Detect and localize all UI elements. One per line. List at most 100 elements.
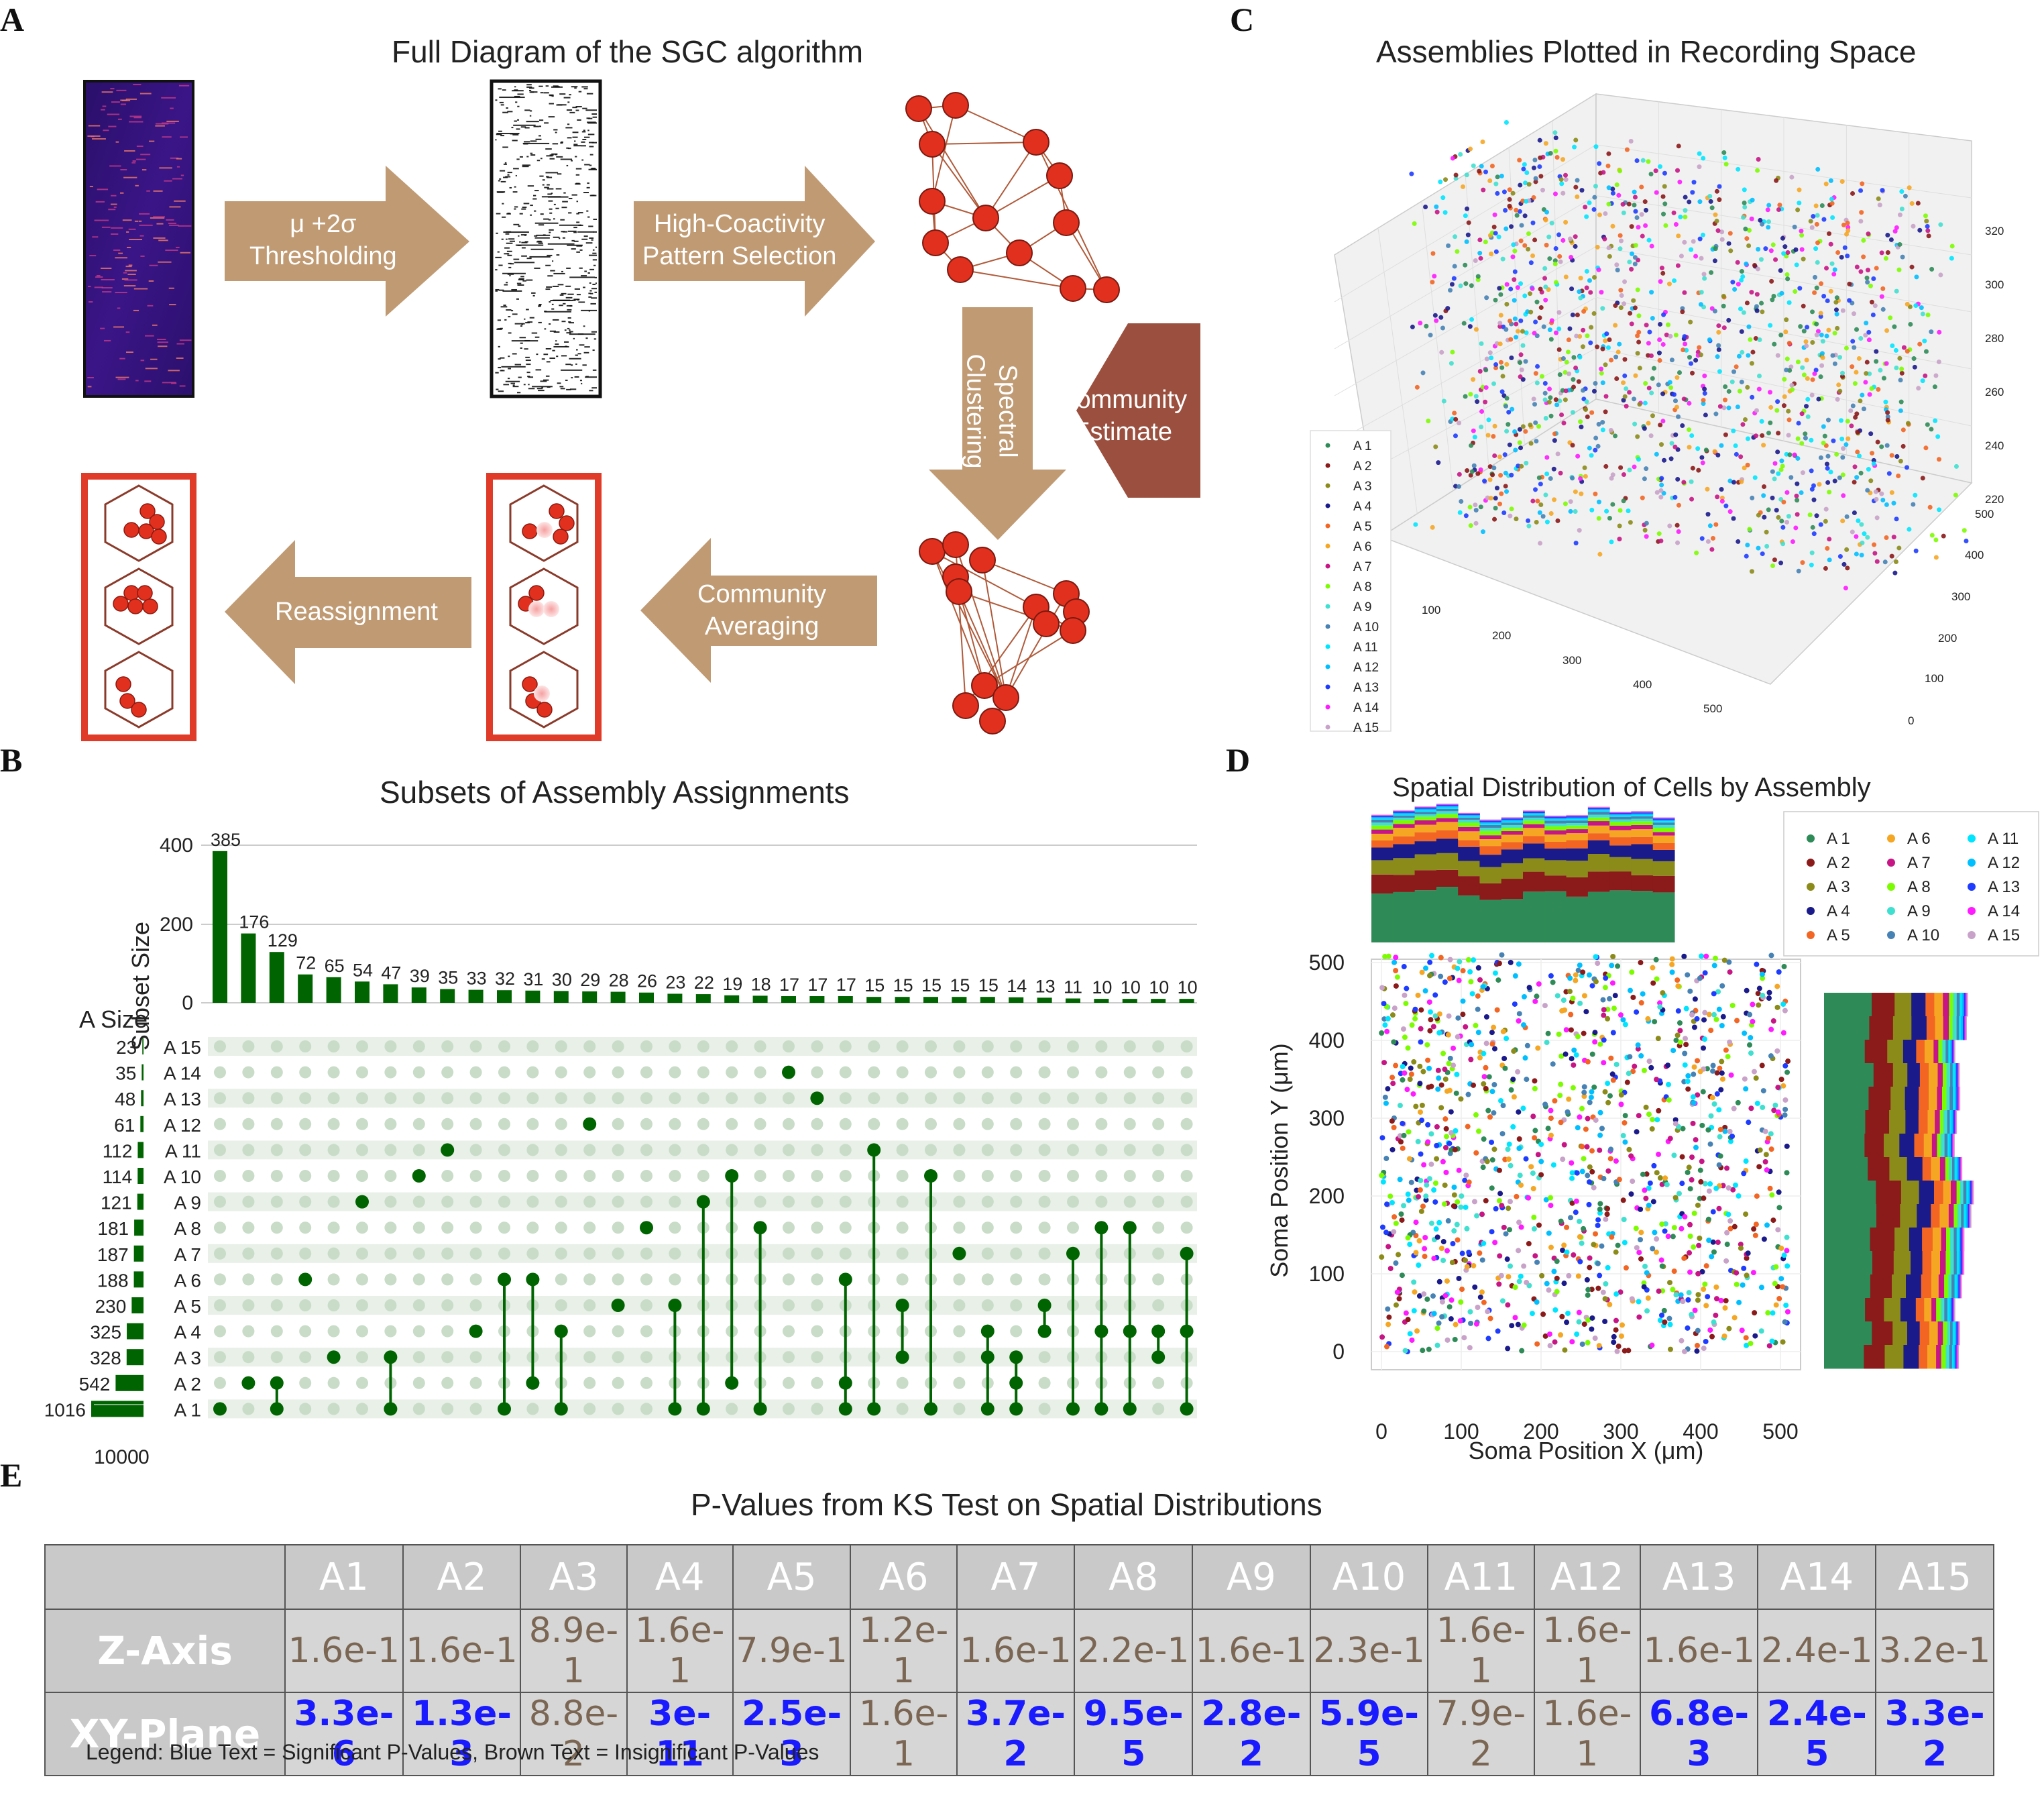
x-tick: 300 [1563, 654, 1581, 667]
subset-bar [639, 992, 654, 1003]
column-header-a14: A14 [1757, 1544, 1877, 1610]
subset-bar [1009, 997, 1024, 1003]
subset-bar-label: 29 [580, 970, 600, 990]
membership-dot [355, 1195, 369, 1209]
pvalue-header-row: A1 A2 A3 A4 A5 A6 A7 A8 A9 A10 A11 A12 A13 A14 A15 [44, 1544, 1994, 1610]
subset-bar [440, 989, 455, 1003]
membership-dot [498, 1272, 511, 1287]
legend-item: A 9 [1907, 902, 1931, 920]
membership-dot [1066, 1246, 1080, 1260]
column-header-a8: A8 [1074, 1544, 1194, 1610]
y-tick: 200 [1309, 1184, 1345, 1208]
pvalue-cell: 9.5e-5 [1074, 1692, 1194, 1776]
assembly-size-bar [140, 1116, 144, 1132]
pvalue-row-z-axis: Z-Axis 1.6e-1 1.6e-1 8.9e-1 1.6e-1 7.9e-1 1.2e… [44, 1609, 1994, 1693]
pvalue-row-xy-plane: XY-Plane 3.3e-6 1.3e-3 8.8e-2 3e-11 2.5e-3 1.6… [44, 1692, 1994, 1776]
subset-bar [326, 977, 341, 1003]
pvalue-cell: 6.8e-3 [1639, 1692, 1759, 1776]
legend-item: A 6 [1907, 830, 1931, 848]
assembly-size-bar [142, 1038, 144, 1054]
subset-bar [1094, 999, 1109, 1003]
assembly-size-bar [137, 1168, 144, 1184]
subset-bar [468, 989, 484, 1003]
membership-dot [782, 1065, 795, 1079]
panel-letter-a: A [0, 1, 25, 38]
assembly-size-bar [127, 1323, 144, 1340]
legend-item: A 6 [1353, 540, 1371, 554]
membership-dot [1123, 1324, 1137, 1338]
a-size-label: A Size [79, 1005, 148, 1033]
subset-bar-label: 15 [950, 975, 970, 995]
legend-item: A 5 [1353, 520, 1371, 534]
subset-bar-label: 28 [609, 971, 629, 991]
subset-bar-label: 10 [1092, 977, 1112, 997]
subset-bar-label: 10 [1149, 977, 1169, 997]
assembly-size-bar [141, 1064, 144, 1081]
panel-letter-e: E [0, 1456, 23, 1494]
subset-bar [952, 997, 967, 1003]
subset-bar [241, 933, 256, 1003]
subset-bar [213, 851, 227, 1003]
raster-heatmap [83, 80, 194, 398]
membership-dot [1009, 1350, 1023, 1364]
subset-bar-label: 32 [495, 969, 515, 989]
pvalue-cell: 1.6e-1 [1192, 1609, 1311, 1693]
column-header-a5: A5 [732, 1544, 852, 1610]
subset-bar-label: 33 [467, 969, 487, 989]
legend-item: A 5 [1827, 926, 1850, 944]
subset-bar-label: 65 [325, 956, 345, 976]
membership-dot [441, 1143, 455, 1157]
y-tick: 0 [1908, 714, 1914, 727]
selection-label: High-Coactivity Pattern Selection [642, 210, 837, 270]
pvalue-cell: 1.6e-1 [1639, 1609, 1759, 1693]
assembly-row-label: A 8 [174, 1218, 201, 1239]
membership-dot [412, 1169, 426, 1183]
panel-letter-c: C [1230, 1, 1255, 38]
subset-bar-label: 72 [296, 953, 316, 973]
subset-bar [781, 996, 796, 1003]
subset-bar-label: 18 [751, 974, 771, 994]
x-tick: 200 [1523, 1419, 1558, 1444]
legend-item: A 2 [1353, 459, 1371, 474]
subset-bar-label: 47 [381, 963, 401, 983]
thresholding-label: μ +2σ Thresholding [249, 210, 397, 270]
membership-dot [696, 1195, 710, 1209]
legend-item: A 12 [1353, 661, 1379, 675]
subset-bar-label: 10 [1121, 977, 1141, 997]
legend-item: A 14 [1988, 902, 2020, 920]
pvalue-cell: 1.6e-1 [850, 1692, 958, 1776]
assembly-size-label: 112 [103, 1140, 133, 1161]
x-tick: 400 [1633, 678, 1652, 691]
membership-dot [668, 1402, 682, 1416]
y-tick: 300 [1951, 590, 1970, 603]
subset-bar-label: 17 [779, 975, 799, 995]
column-header-a15: A15 [1875, 1544, 1994, 1610]
row-label-xy-plane: XY-Plane [44, 1692, 286, 1776]
spectral-arrow [929, 307, 1066, 540]
thresholding-arrow [225, 166, 469, 317]
membership-dot [838, 1402, 852, 1416]
membership-dot [1151, 1350, 1166, 1364]
membership-dot [384, 1402, 398, 1416]
subset-bar-label: 15 [921, 975, 942, 995]
assembly-row-label: A 15 [164, 1037, 201, 1058]
subset-ytick: 0 [182, 992, 193, 1014]
subset-bar-label: 22 [694, 973, 714, 993]
subset-bar [610, 991, 626, 1003]
subset-bar [1122, 999, 1137, 1003]
subset-size-ylabel: Subset Size [127, 922, 154, 1050]
legend-item: A 15 [1988, 926, 2020, 944]
subset-bar [582, 991, 598, 1003]
legend-item: A 7 [1353, 560, 1371, 574]
assembly-size-label: 328 [90, 1348, 121, 1368]
subset-bar-label: 15 [978, 975, 999, 995]
legend-item: A 12 [1988, 854, 2020, 872]
legend-item: A 11 [1353, 641, 1378, 655]
assembly-size-label: 114 [103, 1166, 133, 1187]
subset-ytick: 200 [160, 914, 193, 936]
legend-item: A 9 [1353, 600, 1371, 614]
subset-bar [298, 974, 313, 1003]
subset-bar-label: 26 [637, 971, 657, 991]
membership-dot [725, 1376, 739, 1390]
